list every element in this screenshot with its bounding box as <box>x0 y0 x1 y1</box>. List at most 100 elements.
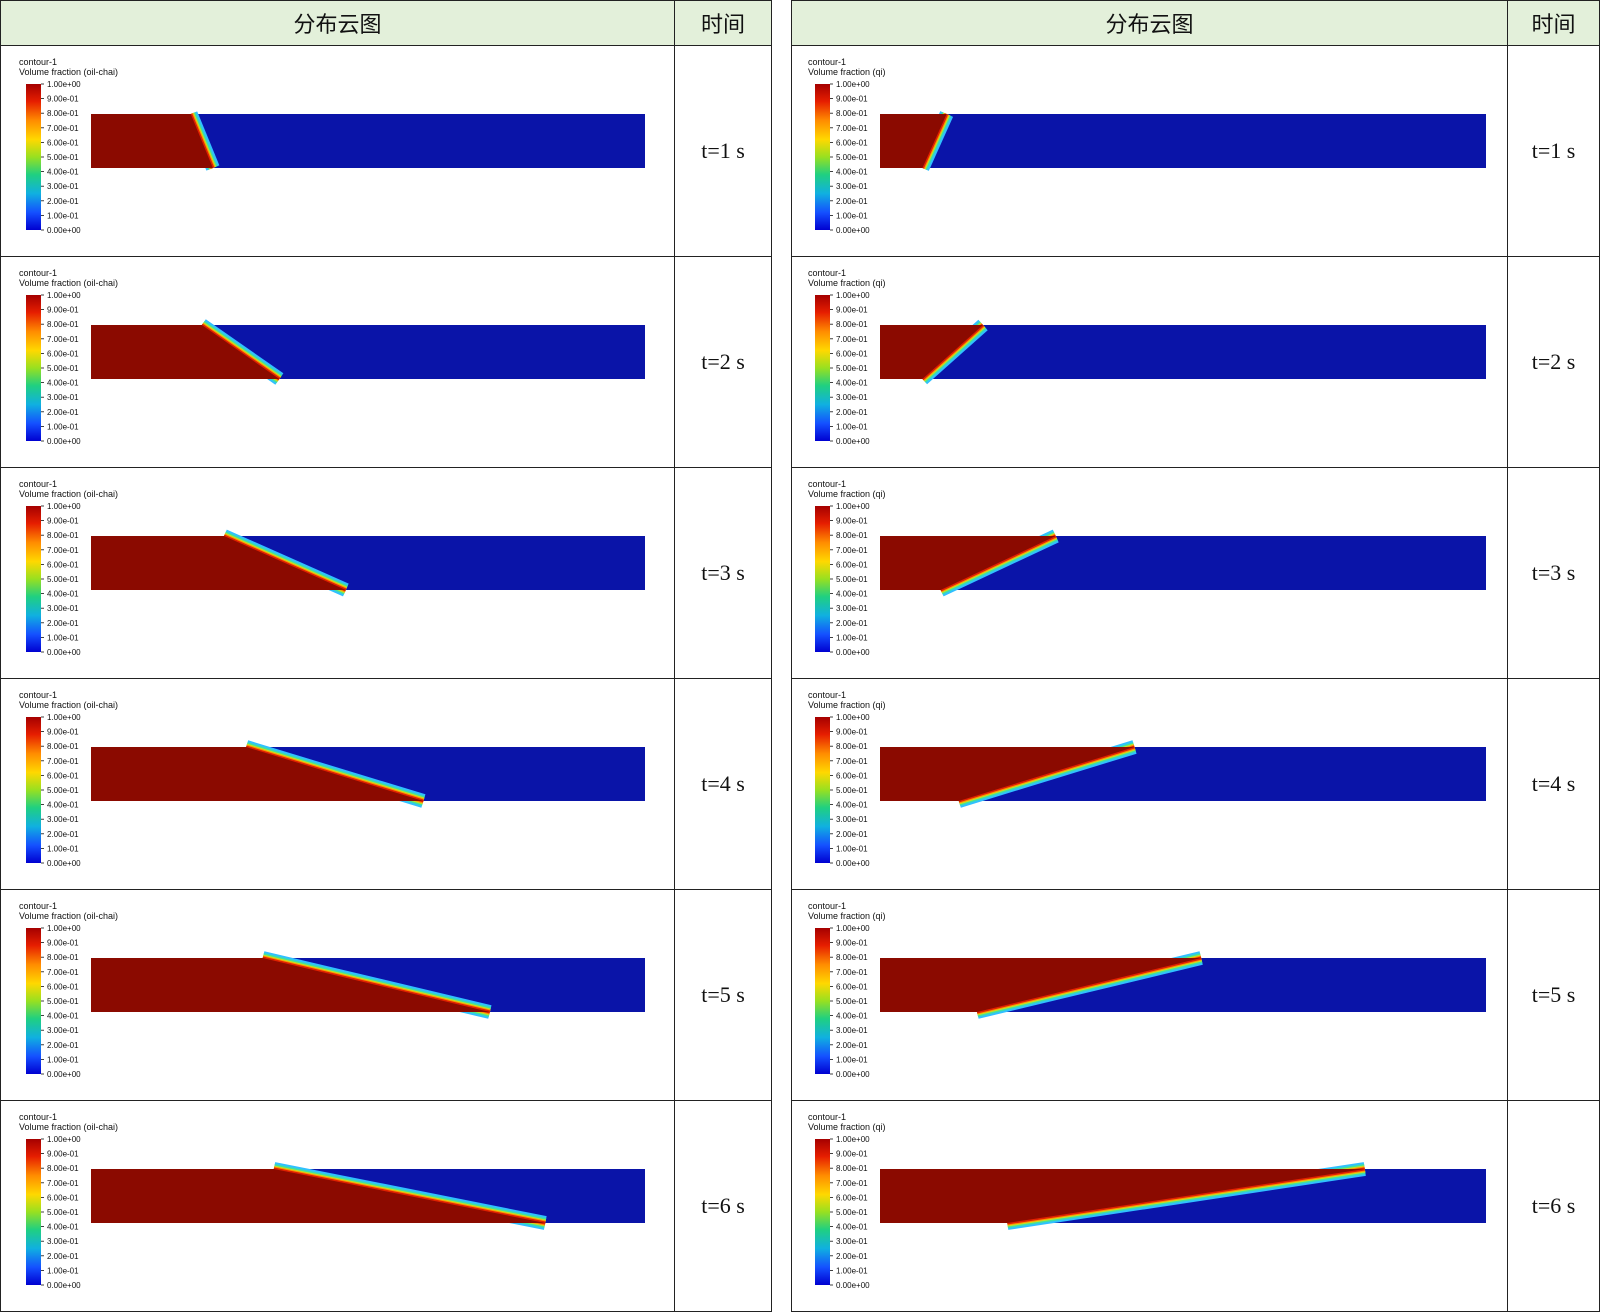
oil-region <box>880 536 1056 590</box>
colorbar-tick-label: 4.00e-01 <box>836 379 868 388</box>
colorbar-tick-label: 9.00e-01 <box>836 939 868 948</box>
colorbar-tick-label: 1.00e-01 <box>47 211 79 220</box>
colorbar-tick-label: 4.00e-01 <box>47 1223 79 1232</box>
contour-cell: contour-1 Volume fraction (qi) 1.00e+00 9.0… <box>791 889 1508 1101</box>
colorbar-tick-label: 7.00e-01 <box>47 124 79 133</box>
result-row: contour-1 Volume fraction (oil-chai) 1.00e… <box>0 1100 772 1312</box>
phase-field <box>880 319 1486 385</box>
quantity-label: Volume fraction (qi) <box>808 700 886 710</box>
colorbar-tick-label: 3.00e-01 <box>836 1237 868 1246</box>
colorbar-tick-label: 8.00e-01 <box>836 531 868 540</box>
colorbar-tick-label: 9.00e-01 <box>47 939 79 948</box>
colorbar-tick-label: 8.00e-01 <box>47 742 79 751</box>
colorbar-tick-label: 4.00e-01 <box>836 1012 868 1021</box>
colorbar-tick-label: 5.00e-01 <box>47 575 79 584</box>
colorbar-tick-label: 9.00e-01 <box>47 728 79 737</box>
contour-name-label: contour-1 <box>808 1112 846 1122</box>
colorbar-tick-label: 3.00e-01 <box>47 1237 79 1246</box>
colorbar-tick-label: 6.00e-01 <box>47 982 79 991</box>
time-label: t=1 s <box>674 45 772 257</box>
colorbar-tick-label: 3.00e-01 <box>47 815 79 824</box>
colorbar-tick-label: 1.00e-01 <box>47 844 79 853</box>
quantity-label: Volume fraction (qi) <box>808 489 886 499</box>
colorbar-tick-label: 1.00e+00 <box>47 80 81 89</box>
colorbar-tick-label: 5.00e-01 <box>836 364 868 373</box>
colorbar-tick-label: 0.00e+00 <box>47 226 81 235</box>
colorbar-tick-label: 1.00e+00 <box>47 291 81 300</box>
colorbar-tick-label: 7.00e-01 <box>47 546 79 555</box>
colorbar-tick-label: 8.00e-01 <box>47 531 79 540</box>
colorbar-tick-label: 6.00e-01 <box>47 138 79 147</box>
colorbar-tick-label: 8.00e-01 <box>836 320 868 329</box>
colorbar <box>26 84 41 230</box>
time-label: t=4 s <box>1507 678 1600 890</box>
colorbar-tick-label: 6.00e-01 <box>836 771 868 780</box>
colorbar-tick-label: 3.00e-01 <box>47 393 79 402</box>
colorbar-tick-label: 9.00e-01 <box>836 728 868 737</box>
time-label: t=2 s <box>1507 256 1600 468</box>
oil-region <box>91 325 280 379</box>
colorbar-tick-label: 7.00e-01 <box>836 757 868 766</box>
colorbar-tick-label: 5.00e-01 <box>836 997 868 1006</box>
phase-field <box>91 111 645 171</box>
colorbar-tick-label: 5.00e-01 <box>47 364 79 373</box>
phase-field <box>91 1162 645 1230</box>
colorbar-tick-label: 8.00e-01 <box>836 1164 868 1173</box>
colorbar-tick-label: 8.00e-01 <box>836 742 868 751</box>
colorbar-tick-label: 2.00e-01 <box>47 1041 79 1050</box>
colorbar-tick-label: 4.00e-01 <box>836 801 868 810</box>
colorbar-tick-label: 1.00e+00 <box>47 502 81 511</box>
colorbar-tick-label: 2.00e-01 <box>836 1252 868 1261</box>
colorbar-tick-label: 2.00e-01 <box>47 408 79 417</box>
result-row: contour-1 Volume fraction (oil-chai) 1.00e… <box>0 256 772 468</box>
contour-cell: contour-1 Volume fraction (oil-chai) 1.00e… <box>0 889 675 1101</box>
colorbar-tick-label: 4.00e-01 <box>47 801 79 810</box>
water-region <box>880 114 1486 168</box>
time-label: t=1 s <box>1507 45 1600 257</box>
colorbar-tick-label: 5.00e-01 <box>47 1208 79 1217</box>
left-header-time: 时间 <box>674 0 772 46</box>
quantity-label: Volume fraction (oil-chai) <box>19 489 118 499</box>
contour-cell: contour-1 Volume fraction (oil-chai) 1.00e… <box>0 45 675 257</box>
colorbar-tick-label: 3.00e-01 <box>47 182 79 191</box>
contour-name-label: contour-1 <box>19 901 57 911</box>
colorbar-tick-label: 6.00e-01 <box>47 349 79 358</box>
phase-field <box>880 111 1486 171</box>
colorbar-tick-label: 1.00e-01 <box>836 1266 868 1275</box>
contour-cell: contour-1 Volume fraction (qi) 1.00e+00 9.0… <box>791 1100 1508 1312</box>
phase-field <box>880 529 1486 597</box>
result-row: contour-1 Volume fraction (qi) 1.00e+00 9.0… <box>791 678 1600 890</box>
contour-cell: contour-1 Volume fraction (oil-chai) 1.00e… <box>0 467 675 679</box>
contour-cell: contour-1 Volume fraction (oil-chai) 1.00e… <box>0 256 675 468</box>
time-label: t=5 s <box>1507 889 1600 1101</box>
colorbar-tick-label: 2.00e-01 <box>836 619 868 628</box>
colorbar-tick-label: 1.00e-01 <box>836 422 868 431</box>
colorbar-tick-label: 7.00e-01 <box>836 1179 868 1188</box>
left-table: 分布云图 时间 contour-1 Volume fraction (oil-ch… <box>0 0 772 1312</box>
right-header-time: 时间 <box>1507 0 1600 46</box>
colorbar <box>815 295 830 441</box>
oil-region <box>880 114 947 168</box>
contour-cell: contour-1 Volume fraction (qi) 1.00e+00 9.0… <box>791 467 1508 679</box>
colorbar <box>26 928 41 1074</box>
colorbar-tick-label: 6.00e-01 <box>47 560 79 569</box>
colorbar <box>815 928 830 1074</box>
time-label: t=3 s <box>1507 467 1600 679</box>
oil-region <box>91 114 213 168</box>
colorbar-tick-label: 0.00e+00 <box>47 1070 81 1079</box>
time-label: t=3 s <box>674 467 772 679</box>
colorbar-tick-label: 2.00e-01 <box>836 197 868 206</box>
quantity-label: Volume fraction (oil-chai) <box>19 67 118 77</box>
colorbar-tick-label: 7.00e-01 <box>47 757 79 766</box>
colorbar <box>815 84 830 230</box>
quantity-label: Volume fraction (qi) <box>808 911 886 921</box>
oil-region <box>880 747 1135 801</box>
colorbar-tick-label: 0.00e+00 <box>836 1281 870 1290</box>
contour-cell: contour-1 Volume fraction (oil-chai) 1.00e… <box>0 678 675 890</box>
colorbar-tick-label: 9.00e-01 <box>47 306 79 315</box>
contour-cell: contour-1 Volume fraction (qi) 1.00e+00 9.0… <box>791 678 1508 890</box>
result-row: contour-1 Volume fraction (qi) 1.00e+00 9.0… <box>791 1100 1600 1312</box>
colorbar <box>815 506 830 652</box>
